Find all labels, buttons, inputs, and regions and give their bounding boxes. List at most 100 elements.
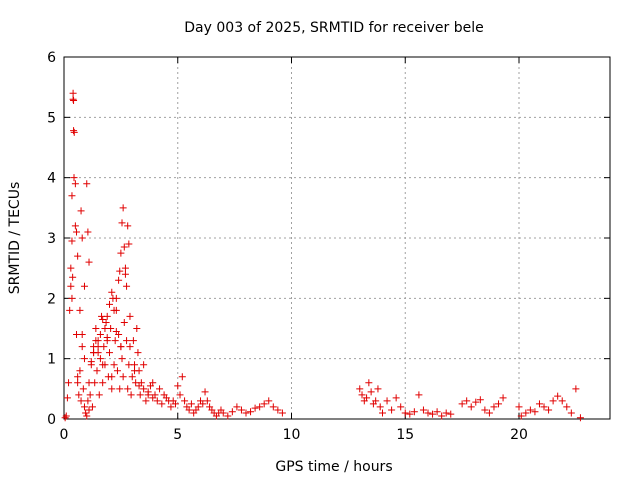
data-point [77, 397, 85, 405]
data-point [219, 409, 227, 417]
data-point [187, 400, 195, 408]
data-point [153, 397, 161, 405]
data-point [410, 408, 418, 416]
data-point [388, 406, 396, 414]
axis-ticks [63, 56, 610, 420]
data-point [522, 409, 530, 417]
data-point [144, 388, 152, 396]
data-point [174, 382, 182, 390]
data-point [247, 408, 255, 416]
data-point [124, 222, 132, 230]
data-point [242, 409, 250, 417]
data-point [70, 127, 78, 135]
data-point [447, 410, 455, 418]
data-point [108, 288, 116, 296]
data-point [558, 397, 566, 405]
data-point [103, 312, 111, 320]
data-point [106, 349, 113, 357]
data-point [113, 367, 121, 375]
data-points [61, 89, 584, 422]
data-point [199, 400, 207, 408]
data-point [429, 410, 437, 418]
data-point [576, 414, 584, 422]
data-point [103, 337, 111, 345]
data-point [224, 412, 232, 420]
data-point [85, 258, 93, 266]
data-point [176, 391, 184, 399]
data-point [83, 412, 91, 420]
data-point [140, 361, 148, 369]
data-point [99, 315, 107, 323]
data-point [233, 403, 241, 411]
data-point [65, 379, 73, 387]
data-point [131, 367, 139, 375]
data-point [83, 180, 91, 188]
data-point [71, 180, 79, 188]
data-point [117, 249, 125, 257]
data-point [237, 406, 245, 414]
data-point [406, 410, 414, 418]
data-point [278, 409, 286, 417]
data-point [70, 174, 78, 182]
y-tick-label: 6 [47, 50, 56, 66]
data-point [392, 394, 400, 402]
data-point [419, 406, 427, 414]
data-point [499, 394, 507, 402]
data-point [167, 403, 175, 411]
data-point [84, 228, 92, 236]
data-point [134, 349, 142, 357]
data-point [376, 403, 384, 411]
data-point [112, 328, 120, 336]
data-point [433, 408, 441, 416]
data-point [517, 412, 525, 420]
data-point [99, 379, 107, 387]
data-point [142, 397, 150, 405]
data-point [442, 409, 450, 417]
data-point [472, 398, 480, 406]
data-point [68, 294, 76, 302]
data-point [110, 306, 118, 314]
x-tick-label: 0 [60, 427, 69, 443]
data-point [117, 343, 125, 351]
data-point [80, 403, 88, 411]
data-point [80, 355, 88, 363]
data-point [63, 394, 71, 402]
data-point [554, 392, 562, 400]
data-point [526, 406, 534, 414]
data-point [540, 403, 548, 411]
y-tick-label: 3 [47, 231, 56, 247]
data-point [363, 394, 371, 402]
x-tick-label: 10 [283, 427, 301, 443]
data-point [131, 361, 139, 369]
data-point [119, 373, 127, 381]
data-point [108, 373, 116, 381]
data-point [78, 331, 86, 339]
data-point [120, 243, 128, 251]
x-tick-label: 15 [396, 427, 414, 443]
data-point [397, 403, 405, 411]
data-point [572, 385, 580, 393]
data-point [69, 273, 77, 281]
data-point [82, 409, 90, 417]
data-point [201, 388, 209, 396]
data-point [92, 337, 100, 345]
data-point [136, 391, 144, 399]
x-axis-label: GPS time / hours [275, 459, 392, 475]
data-point [67, 282, 75, 290]
data-point [367, 388, 375, 396]
data-point [112, 294, 120, 302]
y-tick-label: 5 [47, 110, 56, 126]
data-point [85, 406, 93, 414]
y-tick-label: 0 [47, 412, 56, 428]
data-point [115, 276, 123, 284]
data-point [70, 128, 78, 136]
data-point [116, 385, 124, 393]
data-point [467, 403, 475, 411]
y-tick-label: 4 [47, 171, 56, 187]
data-point [108, 385, 116, 393]
data-point [135, 382, 143, 390]
data-point [84, 397, 92, 405]
data-point [111, 337, 119, 345]
data-point [66, 306, 74, 314]
